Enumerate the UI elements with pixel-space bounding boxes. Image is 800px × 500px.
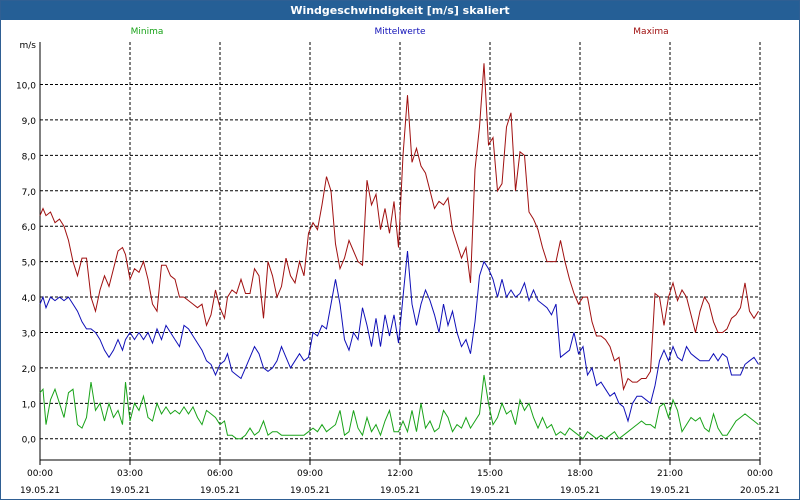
window-title: Windgeschwindigkeit [m/s] skaliert xyxy=(1,1,799,20)
series-line-minima xyxy=(39,374,759,440)
y-tick-label: 6,0 xyxy=(22,223,37,233)
series-line-maxima xyxy=(39,63,759,392)
x-tick-date: 19.05.21 xyxy=(650,486,690,496)
legend-mittelwerte: Mittelwerte xyxy=(374,27,425,37)
legend-minima: Minima xyxy=(131,27,164,37)
x-tick-date: 19.05.21 xyxy=(560,486,600,496)
x-tick-date: 19.05.21 xyxy=(290,486,330,496)
x-tick-date: 19.05.21 xyxy=(200,486,240,496)
x-tick-time: 06:00 xyxy=(207,469,233,479)
series-line-mittelwerte xyxy=(39,250,759,423)
y-tick-label: 9,0 xyxy=(22,117,37,127)
x-tick-time: 18:00 xyxy=(567,469,593,479)
y-tick-label: 3,0 xyxy=(22,329,37,339)
legend-maxima: Maxima xyxy=(633,27,668,37)
x-tick-time: 00:00 xyxy=(27,469,53,479)
axes: 0,0 1,0 2,0 3,0 4,0 5,0 6,0 7,0 8,0 9,0 10,0 m/s 00:… xyxy=(16,41,780,496)
y-axis-label: m/s xyxy=(20,41,37,51)
x-tick-date: 20.05.21 xyxy=(740,486,780,496)
y-tick-label: 1,0 xyxy=(22,400,37,410)
legend: Minima Mittelwerte Maxima xyxy=(131,27,669,37)
x-tick-time: 03:00 xyxy=(117,469,143,479)
y-tick-label: 7,0 xyxy=(22,188,37,198)
y-tick-label: 0,0 xyxy=(22,436,37,446)
x-tick-time: 00:00 xyxy=(747,469,773,479)
x-tick-date: 19.05.21 xyxy=(470,486,510,496)
x-tick-time: 12:00 xyxy=(387,469,413,479)
y-tick-label: 4,0 xyxy=(22,294,37,304)
x-tick-time: 09:00 xyxy=(297,469,323,479)
y-tick-label: 8,0 xyxy=(22,152,37,162)
x-tick-time: 15:00 xyxy=(477,469,503,479)
x-tick-date: 19.05.21 xyxy=(380,486,420,496)
series-lines xyxy=(39,63,759,440)
y-tick-label: 5,0 xyxy=(22,259,37,269)
y-tick-label: 2,0 xyxy=(22,365,37,375)
x-tick-date: 19.05.21 xyxy=(110,486,150,496)
y-tick-label: 10,0 xyxy=(16,82,36,92)
x-tick-time: 21:00 xyxy=(657,469,683,479)
x-tick-date: 19.05.21 xyxy=(20,486,60,496)
